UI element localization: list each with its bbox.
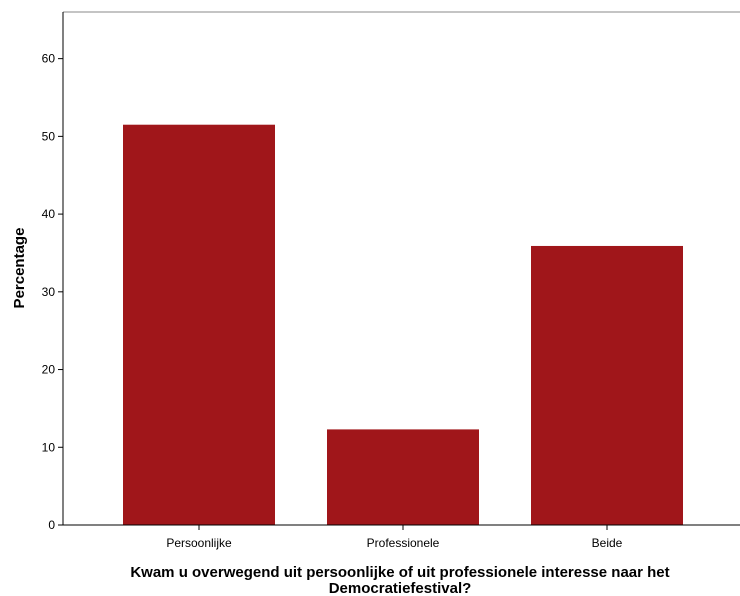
x-tick-label-persoonlijke: Persoonlijke	[166, 536, 232, 550]
y-tick-label: 60	[42, 52, 56, 66]
x-tick-label-professionele: Professionele	[367, 536, 440, 550]
bar-persoonlijke	[123, 124, 275, 526]
y-tick-label: 40	[42, 207, 56, 221]
y-tick-label: 20	[42, 363, 56, 377]
y-tick-label: 30	[42, 285, 56, 299]
bar-professionele	[327, 429, 479, 525]
y-tick-label: 0	[48, 518, 55, 532]
bars	[123, 124, 683, 526]
bar-beide	[531, 245, 683, 525]
x-axis-ticks: Persoonlijke Professionele Beide	[166, 525, 623, 550]
x-axis-title-line-2: Democratiefestival?	[329, 580, 472, 596]
y-axis-title: Percentage	[11, 228, 28, 309]
x-axis-title-line-1: Kwam u overwegend uit persoonlijke of ui…	[130, 564, 669, 581]
x-tick-label-beide: Beide	[592, 536, 623, 550]
y-tick-label: 10	[42, 440, 56, 454]
y-tick-label: 50	[42, 129, 56, 143]
y-axis-ticks: 0 10 20 30 40 50 60	[42, 52, 63, 532]
